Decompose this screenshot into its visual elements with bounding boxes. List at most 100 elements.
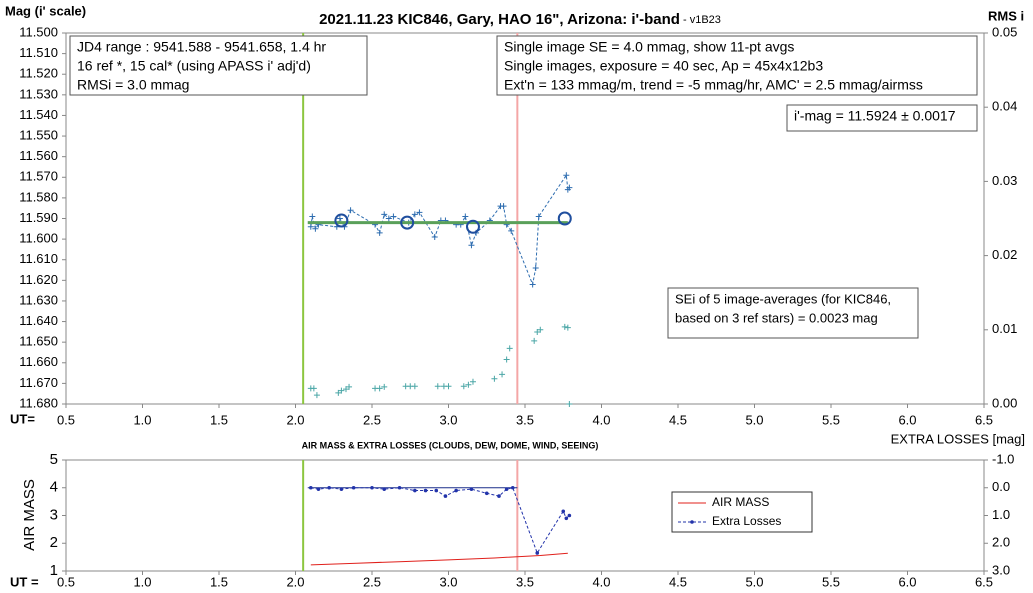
y-tick-label: 5 [50, 451, 58, 468]
x-tick-label: 2.0 [286, 574, 304, 589]
y-tick-label: 11.520 [19, 66, 58, 81]
data-point [535, 551, 540, 555]
y-tick-label: 11.640 [19, 313, 58, 328]
data-point [336, 215, 343, 222]
y-tick-label: 11.500 [19, 24, 58, 39]
annotation-text: based on 3 ref stars) = 0.0023 mag [675, 310, 878, 325]
y2-tick-label: 0.00 [992, 395, 1017, 410]
y2-tick-label: 0.04 [992, 99, 1017, 114]
y-axis-label: Mag (i' scale) [5, 3, 86, 18]
x-tick-label: 6.0 [898, 574, 916, 589]
data-point [431, 234, 438, 241]
y-tick-label: 11.530 [19, 86, 58, 101]
data-point [503, 356, 510, 363]
y-tick-label: 11.510 [19, 45, 58, 60]
data-point [310, 385, 317, 392]
y-tick-label: 11.560 [19, 148, 58, 163]
x-axis-label: UT = [10, 574, 39, 589]
x-tick-label: 3.0 [439, 412, 457, 427]
y-tick-label: 3 [50, 506, 58, 523]
y-tick-label: 11.590 [19, 210, 58, 225]
data-point [564, 516, 569, 521]
data-point [307, 223, 314, 230]
data-point [339, 487, 344, 491]
y2-tick-label: 0.0 [992, 479, 1010, 494]
x-tick-label: 1.5 [210, 412, 228, 427]
data-point [484, 491, 489, 496]
x-tick-label: 3.0 [439, 574, 457, 589]
data-point [465, 219, 480, 234]
annotation-text: Ext'n = 133 mmag/m, trend = -5 mmag/hr, … [504, 77, 923, 93]
x-tick-label: 6.5 [975, 574, 993, 589]
data-point [532, 264, 539, 271]
y2-tick-label: 2.0 [992, 535, 1010, 550]
data-point [376, 229, 383, 236]
y-tick-label: 11.620 [19, 272, 58, 287]
y2-axis-label: EXTRA LOSSES [mag] [891, 431, 1025, 446]
y-tick-label: 11.630 [19, 292, 58, 307]
y-tick-label: 11.650 [19, 334, 58, 349]
data-point [416, 209, 423, 216]
x-tick-label: 0.5 [57, 574, 75, 589]
data-point [561, 323, 568, 330]
annotation-text: Single images, exposure = 40 sec, Ap = 4… [504, 58, 823, 74]
data-point [566, 401, 573, 407]
annotation-box [496, 35, 978, 96]
data-point [491, 375, 498, 382]
data-point [557, 211, 572, 226]
data-point [370, 485, 374, 490]
x-tick-label: 5.5 [822, 574, 840, 589]
data-point [413, 488, 417, 493]
y-tick-label: 11.570 [19, 169, 58, 184]
annotation-box [667, 287, 919, 339]
data-point [465, 381, 472, 388]
y-axis-label: AIR MASS [21, 479, 38, 551]
data-point [508, 227, 515, 234]
x-tick-label: 4.0 [592, 574, 610, 589]
data-point [423, 488, 428, 493]
data-point [531, 337, 538, 344]
x-tick-label: 3.5 [516, 412, 534, 427]
data-point [327, 485, 331, 490]
data-point [469, 487, 474, 491]
annotation-box [786, 104, 978, 132]
data-point [309, 485, 313, 490]
data-point [566, 184, 573, 191]
x-tick-label: 5.0 [745, 574, 763, 589]
data-point [335, 389, 342, 396]
data-point [462, 213, 469, 220]
data-point [510, 485, 515, 490]
data-point [563, 172, 570, 179]
x-tick-label: 1.5 [210, 574, 228, 589]
x-tick-label: 5.5 [822, 412, 840, 427]
data-point [497, 494, 501, 498]
y2-tick-label: 0.03 [992, 173, 1017, 188]
annotation-text: JD4 range : 9541.588 - 9541.658, 1.4 hr [77, 39, 326, 55]
annotation-text: SEi of 5 image-averages (for KIC846, [675, 291, 891, 306]
x-tick-label: 5.0 [745, 412, 763, 427]
legend-box [671, 491, 813, 533]
data-point [504, 487, 509, 491]
y-tick-label: 11.680 [19, 395, 58, 410]
x-tick-label: 3.5 [516, 574, 534, 589]
series-line [310, 173, 570, 287]
annotation-text: RMSi = 3.0 mmag [77, 77, 189, 93]
data-point [309, 213, 316, 220]
annotation-text: Single image SE = 4.0 mmag, show 11-pt a… [504, 39, 794, 55]
data-point [537, 326, 544, 333]
data-point [499, 371, 506, 378]
x-tick-label: 1.0 [133, 574, 151, 589]
data-point [338, 387, 345, 394]
y-tick-label: 4 [50, 479, 58, 496]
y2-axis-label: RMS i [988, 8, 1024, 23]
x-tick-label: 2.0 [286, 412, 304, 427]
y-tick-label: 2 [50, 534, 58, 551]
data-point [535, 213, 542, 220]
series-line [310, 552, 568, 566]
data-point [564, 324, 571, 331]
y2-tick-label: -1.0 [992, 451, 1014, 466]
legend-swatch [690, 520, 694, 524]
data-point [312, 225, 319, 232]
